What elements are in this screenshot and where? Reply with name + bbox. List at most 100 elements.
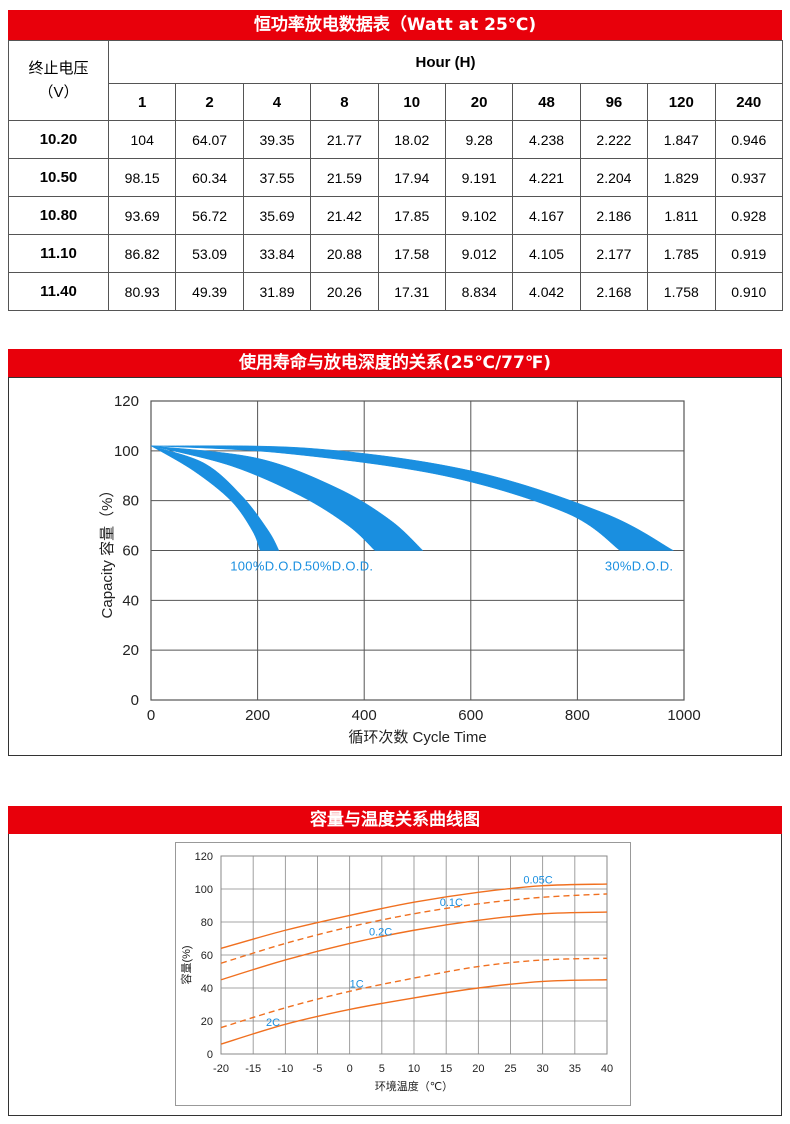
hour-col-120: 120 [647, 83, 716, 121]
temp-curve-label-3: 0.2C [369, 926, 392, 938]
table-cell: 0.946 [714, 120, 783, 159]
hour-col-240: 240 [714, 83, 783, 121]
table-cell: 18.02 [377, 120, 446, 159]
table-row: 11.10 86.82 53.09 33.84 20.88 17.58 9.012 4.105… [8, 234, 783, 273]
table-row: 10.50 98.15 60.34 37.55 21.59 17.94 9.191 4.221… [8, 158, 783, 197]
chart1-y-tick: 100 [114, 443, 139, 460]
hour-col-48: 48 [512, 83, 581, 121]
table-cell: 17.31 [377, 272, 446, 311]
table-cell: 4.167 [512, 196, 581, 235]
table-cell: 60.34 [175, 158, 244, 197]
chart1-y-tick: 0 [131, 692, 139, 709]
dod-band-1 [150, 445, 280, 551]
table-cell: 2.222 [579, 120, 649, 159]
temp-curve-label-4: 1C [350, 978, 364, 990]
table-cell: 4.105 [512, 234, 581, 273]
chart1-x-tick: 0 [147, 707, 155, 724]
chart1-y-tick: 80 [122, 493, 139, 510]
temp-curve-3 [220, 911, 608, 981]
chart1-x-tick: 800 [565, 707, 590, 724]
chart2-x-tick: 35 [569, 1063, 581, 1075]
chart2-x-tick: -15 [245, 1063, 261, 1075]
chart2-y-tick: 100 [195, 884, 213, 896]
hour-col-8: 8 [310, 83, 379, 121]
chart1-title: 使用寿命与放电深度的关系(25℃/77℉) [8, 349, 782, 377]
table-cell: 37.55 [242, 158, 312, 197]
chart2-y-tick: 120 [195, 851, 213, 863]
temp-curve-label-2: 0.1C [440, 897, 463, 909]
hour-header: Hour (H) [108, 40, 783, 84]
chart2-x-tick: -20 [213, 1063, 229, 1075]
table-cell: 93.69 [107, 196, 177, 235]
table-cell: 8.834 [444, 272, 514, 311]
chart2-y-tick: 60 [201, 950, 213, 962]
temp-curve-5 [220, 979, 608, 1045]
chart1-x-tick: 200 [245, 707, 270, 724]
table-cell: 21.77 [310, 120, 379, 159]
voltage-cell: 11.10 [8, 234, 109, 273]
chart2-x-tick: 10 [408, 1063, 420, 1075]
table-cell: 1.829 [647, 158, 716, 197]
table-cell: 4.042 [512, 272, 581, 311]
temp-curve-label-5: 2C [266, 1017, 280, 1029]
table-cell: 9.012 [444, 234, 514, 273]
table-cell: 9.191 [444, 158, 514, 197]
table-cell: 21.42 [310, 196, 379, 235]
table-cell: 0.919 [714, 234, 783, 273]
table-cell: 39.35 [242, 120, 312, 159]
table-cell: 2.186 [579, 196, 649, 235]
chart2-x-tick: 15 [440, 1063, 452, 1075]
voltage-cell: 10.20 [8, 120, 109, 159]
chart2-xlabel: 环境温度（℃） [375, 1079, 453, 1093]
table-cell: 1.785 [647, 234, 716, 273]
chart1-x-tick: 600 [458, 707, 483, 724]
table-cell: 35.69 [242, 196, 312, 235]
table-cell: 17.58 [377, 234, 446, 273]
chart2-x-tick: 40 [601, 1063, 613, 1075]
table-cell: 2.168 [579, 272, 649, 311]
chart2-x-tick: 0 [347, 1063, 353, 1075]
table-row: 10.20 104 64.07 39.35 21.77 18.02 9.28 4.238 2.2… [8, 120, 783, 159]
chart2-ylabel: 容量(%) [179, 945, 193, 984]
chart1-x-tick: 400 [352, 707, 377, 724]
cycle-life-chart: 0 200 400 600 800 1000 0 20 40 60 80 100 120 100%D.O.… [99, 393, 701, 746]
chart1-y-tick: 60 [122, 543, 139, 560]
hour-col-4: 4 [242, 83, 312, 121]
table-cell: 98.15 [107, 158, 177, 197]
table-cell: 1.811 [647, 196, 716, 235]
hour-col-2: 2 [175, 83, 244, 121]
table-cell: 0.937 [714, 158, 783, 197]
table-cell: 4.221 [512, 158, 581, 197]
chart2-x-tick: 30 [537, 1063, 549, 1075]
table-cell: 17.85 [377, 196, 446, 235]
table-cell: 4.238 [512, 120, 581, 159]
dod-label-3: 30%D.O.D. [605, 559, 673, 574]
table-row: 10.80 93.69 56.72 35.69 21.42 17.85 9.102 4.167… [8, 196, 783, 235]
chart1-ylabel: Capacity 容量（%） [99, 483, 116, 619]
chart2-x-tick: -10 [277, 1063, 293, 1075]
temp-curve-label-1: 0.05C [523, 875, 552, 887]
power-table: 终止电压 （V） Hour (H) 1 2 4 8 10 20 48 96 120 240 10.2… [8, 40, 783, 311]
chart2-frame [175, 842, 631, 1106]
dod-label-2: 50%D.O.D. [305, 559, 373, 574]
chart1-x-tick: 1000 [667, 707, 700, 724]
hour-col-20: 20 [444, 83, 514, 121]
table-cell: 2.177 [579, 234, 649, 273]
table-cell: 53.09 [175, 234, 244, 273]
table-cell: 1.847 [647, 120, 716, 159]
voltage-cell: 10.80 [8, 196, 109, 235]
hours-row: 1 2 4 8 10 20 48 96 120 240 [9, 83, 783, 121]
chart2-x-tick: 25 [504, 1063, 516, 1075]
table-cell: 2.204 [579, 158, 649, 197]
dod-band-2 [150, 445, 424, 551]
table-cell: 1.758 [647, 272, 716, 311]
temperature-chart: -20 -15 -10 -5 0 5 10 15 20 25 30 35 40 0 20 40 60 80 100 1… [179, 851, 613, 1093]
table-body: 10.20 104 64.07 39.35 21.77 18.02 9.28 4.238 2.2… [8, 120, 783, 311]
table-cell: 64.07 [175, 120, 244, 159]
table-title: 恒功率放电数据表（Watt at 25℃) [8, 10, 782, 40]
dod-band-3 [150, 445, 674, 551]
table-row: 11.40 80.93 49.39 31.89 20.26 17.31 8.834 4.042… [8, 272, 783, 311]
chart1-y-tick: 20 [122, 642, 139, 659]
table-cell: 33.84 [242, 234, 312, 273]
chart1-y-tick: 120 [114, 393, 139, 410]
